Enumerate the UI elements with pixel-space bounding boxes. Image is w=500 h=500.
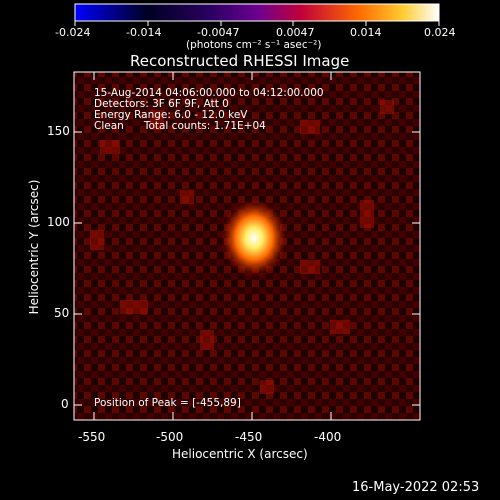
x-tick-label: -500 bbox=[156, 430, 184, 444]
colorbar-tick-label: -0.024 bbox=[55, 26, 91, 39]
image-frame bbox=[73, 71, 421, 421]
colorbar-tick-label: 0.024 bbox=[424, 26, 456, 39]
peak-position-text: Position of Peak = [-455,89] bbox=[94, 397, 241, 409]
x-tick-label: -400 bbox=[314, 430, 342, 444]
colorbar-ticks bbox=[74, 21, 440, 26]
colorbar-tick-label: -0.014 bbox=[126, 26, 162, 39]
y-tick-label: 0 bbox=[61, 397, 69, 411]
colorbar-tick-label: 0.0047 bbox=[276, 26, 315, 39]
y-axis-label: Heliocentric Y (arcsec) bbox=[27, 179, 41, 315]
y-tick-label: 50 bbox=[54, 306, 70, 320]
flare-peak bbox=[220, 198, 288, 278]
colorbar-unit-label: (photons cm⁻² s⁻¹ asec⁻²) bbox=[186, 39, 322, 51]
colorbar-tick-label: -0.0047 bbox=[197, 26, 240, 39]
colorbar-tick-label: 0.014 bbox=[350, 26, 382, 39]
info-line-energy: Energy Range: 6.0 - 12.0 keV bbox=[94, 109, 248, 121]
timestamp: 16-May-2022 02:53 bbox=[352, 480, 480, 495]
info-line-time: 15-Aug-2014 04:06:00.000 to 04:12:00.000 bbox=[94, 87, 324, 99]
info-line-counts: Clean Total counts: 1.71E+04 bbox=[94, 120, 266, 132]
x-axis-ticks bbox=[93, 72, 332, 420]
x-axis-label: Heliocentric X (arcsec) bbox=[172, 447, 308, 461]
x-tick-label: -550 bbox=[78, 430, 106, 444]
colorbar bbox=[74, 3, 440, 22]
x-tick-label: -450 bbox=[235, 430, 263, 444]
rhessi-image bbox=[74, 72, 420, 420]
y-tick-label: 100 bbox=[47, 215, 70, 229]
y-axis-ticks bbox=[74, 131, 420, 406]
image-title: Reconstructed RHESSI Image bbox=[130, 52, 350, 70]
y-tick-label: 150 bbox=[47, 124, 70, 138]
info-line-detectors: Detectors: 3F 6F 9F, Att 0 bbox=[94, 98, 229, 110]
